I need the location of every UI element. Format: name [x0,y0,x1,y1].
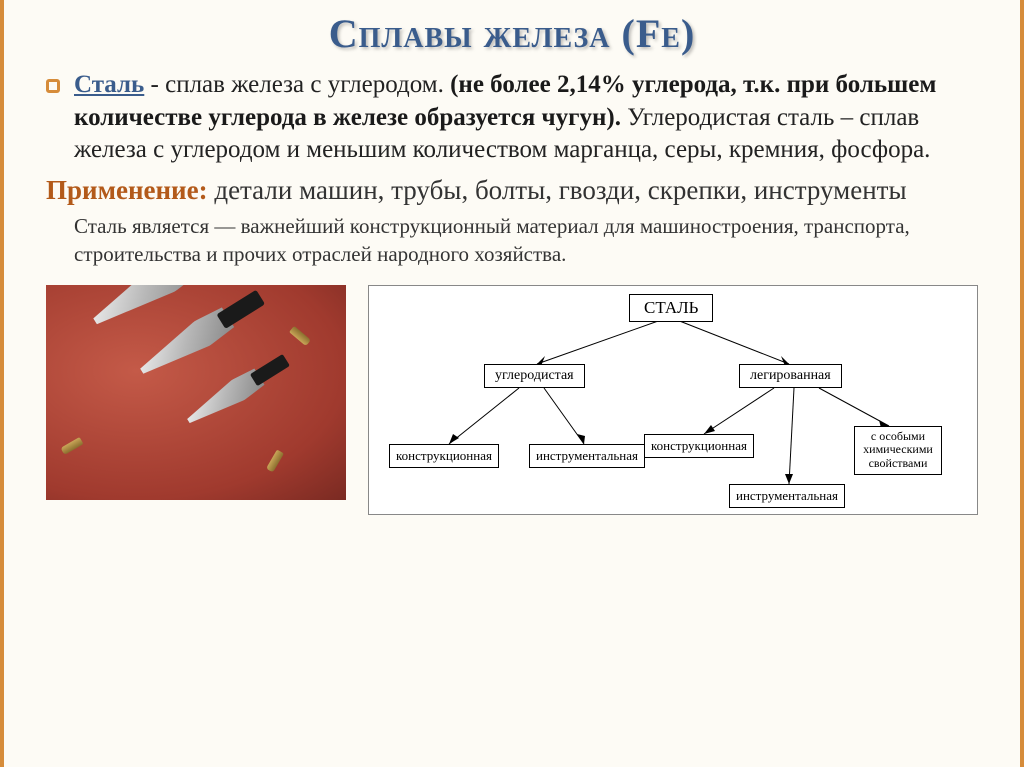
node-root: СТАЛЬ [629,294,713,322]
application-label: Применение: [46,175,208,205]
leaf5-l3: свойствами [869,456,928,470]
term-steel: Сталь [74,71,144,98]
para1-dash: - [144,71,165,98]
node-leaf4: инструментальная [729,484,845,508]
para-1: Сталь - сплав железа с углеродом. (не бо… [74,69,978,167]
application-text: детали машин, трубы, болты, гвозди, скре… [208,175,907,205]
node-carbon: углеродистая [484,364,585,388]
node-leaf3: конструкционная [644,434,754,458]
bullet-1: Сталь - сплав железа с углеродом. (не бо… [46,69,978,167]
node-alloyed: легированная [739,364,842,388]
leaf5-l2: химическими [863,442,933,456]
slide-title: Сплавы железа (Fe) [46,10,978,57]
images-row: СТАЛЬ углеродистая легированная конструк… [46,285,978,515]
application-line: Применение: детали машин, трубы, болты, … [46,173,978,209]
node-leaf2: инструментальная [529,444,645,468]
bullet-marker-icon [46,79,60,93]
node-leaf5: с особыми химическими свойствами [854,426,942,475]
para-2: Сталь является — важнейший конструкционн… [74,212,978,269]
steel-diagram: СТАЛЬ углеродистая легированная конструк… [368,285,978,515]
para1-plain1: сплав железа с углеродом. [165,71,450,98]
leaf5-l1: с особыми [871,429,925,443]
node-leaf1: конструкционная [389,444,499,468]
knives-photo [46,285,346,500]
